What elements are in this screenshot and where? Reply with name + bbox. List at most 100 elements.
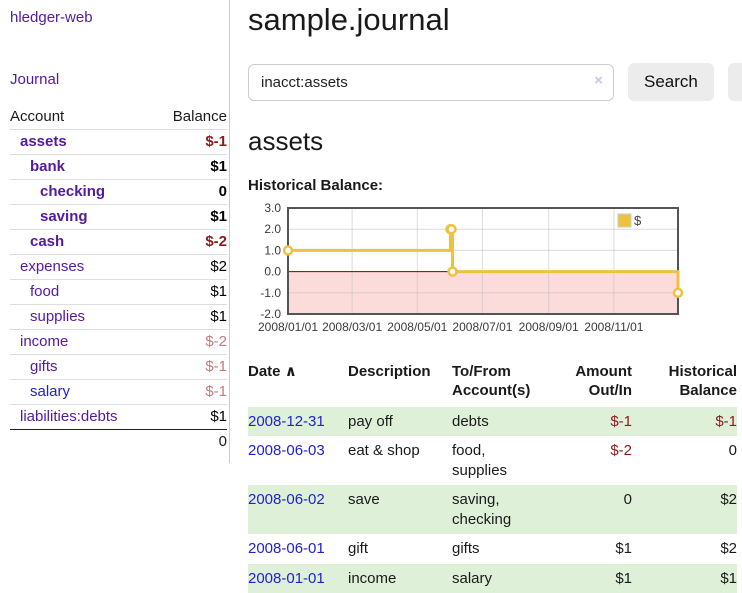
account-row: cash$-2 — [10, 230, 227, 255]
app-title-link[interactable]: hledger-web — [10, 9, 93, 26]
account-link-cash[interactable]: cash — [30, 233, 64, 250]
transaction-date-link[interactable]: 2008-06-02 — [248, 491, 325, 508]
account-row: expenses$2 — [10, 255, 227, 280]
account-link-salary[interactable]: salary — [30, 383, 70, 400]
register-date-cell: 2008-06-02 — [248, 485, 348, 534]
register-date-cell: 2008-01-01 — [248, 564, 348, 593]
svg-text:2008/01/01: 2008/01/01 — [258, 320, 318, 334]
register-description-cell: gift — [348, 534, 452, 564]
data-point-marker — [449, 268, 457, 276]
account-link-income[interactable]: income — [20, 333, 68, 350]
accounts-total-spacer — [10, 430, 154, 454]
legend-label: $ — [634, 213, 642, 228]
register-amount-cell: $-1 — [552, 407, 640, 437]
register-balance-cell: $2 — [640, 534, 737, 564]
account-balance: $-1 — [154, 380, 227, 405]
register-header-row: Date ∧ Description To/From Account(s) Am… — [248, 360, 737, 407]
register-date-cell: 2008-06-03 — [248, 436, 348, 485]
data-point-marker — [674, 289, 682, 297]
register-accounts-cell: salary — [452, 564, 552, 593]
register-accounts-cell: gifts — [452, 534, 552, 564]
app-title: hledger-web — [10, 9, 227, 26]
svg-text:2008/07/01: 2008/07/01 — [452, 320, 512, 334]
account-link-saving[interactable]: saving — [40, 208, 88, 225]
svg-text:2008/11/01: 2008/11/01 — [584, 320, 643, 334]
account-row: salary $-1 — [10, 380, 227, 405]
data-point-marker — [284, 246, 292, 254]
col-accounts: To/From Account(s) — [452, 360, 552, 407]
account-link-expenses[interactable]: expenses — [20, 258, 84, 275]
account-link-checking[interactable]: checking — [40, 183, 105, 200]
register-amount-cell: $-2 — [552, 436, 640, 485]
accounts-total-value: 0 — [154, 430, 227, 454]
register-amount-cell: $1 — [552, 534, 640, 564]
transaction-date-link[interactable]: 2008-06-03 — [248, 442, 325, 459]
account-link-bank[interactable]: bank — [30, 158, 65, 175]
account-balance: $-2 — [154, 330, 227, 355]
account-row: assets $-1 — [10, 130, 227, 155]
search-input[interactable] — [248, 64, 614, 101]
register-amount-cell: 0 — [552, 485, 640, 534]
register-accounts-cell: saving, checking — [452, 485, 552, 534]
register-accounts-cell: debts — [452, 407, 552, 437]
register-description-cell: eat & shop — [348, 436, 452, 485]
legend-swatch — [618, 214, 631, 227]
col-date[interactable]: Date ∧ — [248, 360, 348, 407]
account-link-food[interactable]: food — [30, 283, 59, 300]
clear-search-icon[interactable]: × — [594, 73, 603, 88]
account-row: liabilities:debts $1 — [10, 405, 227, 430]
register-balance-cell: 0 — [640, 436, 737, 485]
chart-heading: Historical Balance: — [248, 177, 742, 194]
account-row: income $-2 — [10, 330, 227, 355]
account-balance: $-1 — [154, 130, 227, 155]
account-row: food $1 — [10, 280, 227, 305]
sidebar: hledger-web Journal Account Balance asse… — [0, 0, 230, 463]
account-row: gifts$-1 — [10, 355, 227, 380]
transaction-date-link[interactable]: 2008-01-01 — [248, 570, 325, 587]
account-row: supplies $1 — [10, 305, 227, 330]
account-heading: assets — [248, 126, 742, 157]
sort-asc-icon: ∧ — [285, 363, 297, 380]
transaction-date-link[interactable]: 2008-12-31 — [248, 413, 325, 430]
register-amount-cell: $1 — [552, 564, 640, 593]
journal-link[interactable]: Journal — [10, 71, 59, 88]
svg-text:-2.0: -2.0 — [260, 307, 281, 321]
register-table: Date ∧ Description To/From Account(s) Am… — [248, 360, 737, 593]
accounts-col-balance: Balance — [154, 105, 227, 130]
page-title: sample.journal — [248, 2, 742, 38]
account-balance: $1 — [154, 280, 227, 305]
account-balance: $1 — [154, 305, 227, 330]
account-balance: $1 — [154, 155, 227, 180]
register-description-cell: income — [348, 564, 452, 593]
sidebar-nav: Journal — [10, 71, 227, 88]
register-accounts-cell: food, supplies — [452, 436, 552, 485]
main-content: sample.journal × Search ? assets Histori… — [230, 0, 742, 593]
register-description-cell: pay off — [348, 407, 452, 437]
transaction-date-link[interactable]: 2008-06-01 — [248, 540, 325, 557]
col-description: Description — [348, 360, 452, 407]
help-button[interactable]: ? — [728, 63, 742, 101]
svg-text:2008/05/01: 2008/05/01 — [387, 320, 447, 334]
register-date-cell: 2008-06-01 — [248, 534, 348, 564]
account-link-gifts[interactable]: gifts — [30, 358, 58, 375]
search-bar: × Search ? — [248, 63, 742, 101]
account-link-supplies[interactable]: supplies — [30, 308, 85, 325]
account-balance: $1 — [154, 405, 227, 430]
account-link-liabilities-debts[interactable]: liabilities:debts — [20, 408, 118, 425]
account-row: bank $1 — [10, 155, 227, 180]
search-button[interactable]: Search — [628, 63, 714, 101]
account-balance: $1 — [154, 205, 227, 230]
svg-text:1.0: 1.0 — [264, 243, 281, 257]
svg-text:0.0: 0.0 — [264, 265, 281, 279]
account-link-assets[interactable]: assets — [20, 133, 67, 150]
svg-text:-1.0: -1.0 — [260, 286, 281, 300]
